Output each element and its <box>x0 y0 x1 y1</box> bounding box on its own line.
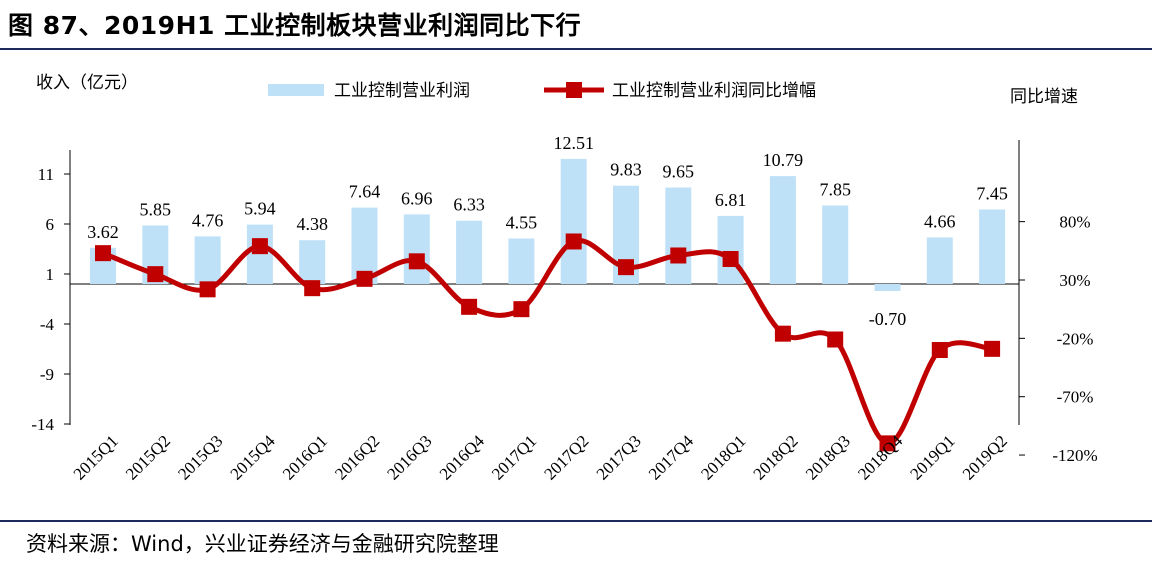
bar-2016Q3 <box>403 214 430 284</box>
legend-line-label: 工业控制营业利润同比增幅 <box>612 81 816 101</box>
right-tick-label: -20% <box>1057 329 1094 348</box>
x-tick-label-2018Q1: 2018Q1 <box>697 431 749 483</box>
bar-2015Q4 <box>246 224 273 284</box>
left-tick-label: 1 <box>46 265 55 284</box>
bar-2018Q2 <box>769 176 796 284</box>
data-label-2018Q2: 10.79 <box>763 150 804 170</box>
growth-marker-2015Q4 <box>251 238 268 255</box>
growth-marker-2017Q3 <box>618 259 634 276</box>
right-axis-title: 同比增速 <box>1010 87 1078 107</box>
left-tick-label: -14 <box>31 415 54 434</box>
growth-marker-2019Q2 <box>984 340 1001 357</box>
right-tick-label: 30% <box>1059 271 1090 290</box>
data-label-2017Q3: 9.83 <box>610 160 642 180</box>
growth-marker-2018Q4 <box>879 435 896 452</box>
data-label-2018Q1: 6.81 <box>715 190 747 210</box>
data-label-2019Q1: 4.66 <box>924 211 956 231</box>
growth-line <box>102 237 993 446</box>
bar-2017Q2 <box>560 158 587 284</box>
bar-2017Q4 <box>665 187 692 284</box>
x-tick-label-2015Q3: 2015Q3 <box>174 431 226 483</box>
legend-bar-swatch <box>268 84 324 96</box>
x-tick-label-2017Q4: 2017Q4 <box>645 431 698 484</box>
growth-marker-2016Q3 <box>408 253 425 270</box>
growth-marker-2017Q4 <box>670 247 687 264</box>
x-tick-label-2018Q2: 2018Q2 <box>750 431 802 483</box>
data-label-2019Q2: 7.45 <box>976 184 1008 204</box>
growth-marker-2018Q3 <box>827 331 844 348</box>
growth-marker-2019Q1 <box>931 342 948 359</box>
data-label-2015Q3: 4.76 <box>192 210 224 230</box>
data-label-2015Q1: 3.62 <box>87 222 119 242</box>
bar-2018Q1 <box>717 215 744 284</box>
left-tick-label: 11 <box>38 165 54 184</box>
data-label-2016Q4: 6.33 <box>453 195 485 215</box>
growth-marker-2017Q2 <box>565 233 582 250</box>
source-note: 资料来源：Wind，兴业证券经济与金融研究院整理 <box>26 532 499 556</box>
data-label-2017Q2: 12.51 <box>553 133 594 153</box>
x-tick-label-2018Q3: 2018Q3 <box>802 431 854 483</box>
bar-2018Q3 <box>822 205 849 284</box>
data-label-2018Q3: 7.85 <box>819 180 851 200</box>
right-tick-label: -70% <box>1057 388 1094 407</box>
growth-marker-2015Q1 <box>95 245 111 262</box>
x-tick-label-2015Q1: 2015Q1 <box>70 431 122 483</box>
data-label-2016Q3: 6.96 <box>401 188 433 208</box>
bar-2016Q4 <box>456 220 483 284</box>
data-label-2015Q4: 5.94 <box>244 199 276 219</box>
x-tick-label-2019Q1: 2019Q1 <box>906 431 958 483</box>
data-label-2017Q1: 4.55 <box>506 213 538 233</box>
growth-marker-2016Q1 <box>304 280 321 297</box>
growth-marker-2016Q2 <box>356 270 373 287</box>
bar-2019Q1 <box>926 237 953 284</box>
data-label-2017Q4: 9.65 <box>663 162 695 182</box>
x-tick-label-2016Q4: 2016Q4 <box>436 431 489 484</box>
left-tick-label: -4 <box>40 315 55 334</box>
bottom-divider <box>0 520 1152 522</box>
x-tick-label-2016Q3: 2016Q3 <box>383 431 435 483</box>
x-tick-label-2015Q4: 2015Q4 <box>227 431 280 484</box>
growth-marker-2017Q1 <box>513 301 530 318</box>
left-axis-title: 收入（亿元） <box>36 73 138 93</box>
data-label-2016Q1: 4.38 <box>296 214 328 234</box>
growth-marker-2016Q4 <box>461 298 478 315</box>
x-tick-label-2016Q1: 2016Q1 <box>279 431 331 483</box>
right-tick-label: 80% <box>1059 213 1090 232</box>
x-tick-label-2017Q3: 2017Q3 <box>593 431 645 483</box>
x-tick-label-2017Q2: 2017Q2 <box>540 431 592 483</box>
right-tick-label: -120% <box>1052 446 1097 465</box>
bar-2017Q1 <box>508 238 535 284</box>
top-divider <box>0 48 1152 50</box>
x-tick-label-2017Q1: 2017Q1 <box>488 431 540 483</box>
left-tick-label: -9 <box>40 365 54 384</box>
x-tick-label-2019Q2: 2019Q2 <box>959 431 1011 483</box>
x-tick-label-2015Q2: 2015Q2 <box>122 431 174 483</box>
x-tick-label-2016Q2: 2016Q2 <box>331 431 383 483</box>
left-tick-label: 6 <box>46 215 55 234</box>
data-label-2016Q2: 7.64 <box>349 182 381 202</box>
bar-2015Q3 <box>194 236 221 284</box>
bar-2018Q4 <box>874 284 901 291</box>
bar-2019Q2 <box>979 209 1006 284</box>
chart-title: 图 87、2019H1 工业控制板块营业利润同比下行 <box>8 11 582 40</box>
bar-2016Q1 <box>299 240 326 284</box>
growth-marker-2015Q2 <box>147 266 164 283</box>
growth-marker-2015Q3 <box>199 281 216 298</box>
data-label-2018Q4: -0.70 <box>869 309 907 329</box>
growth-marker-2018Q1 <box>722 250 739 267</box>
growth-marker-2018Q2 <box>774 325 791 342</box>
legend-bar-label: 工业控制营业利润 <box>334 81 470 101</box>
legend-line-marker <box>566 82 582 98</box>
data-label-2015Q2: 5.85 <box>140 200 172 220</box>
